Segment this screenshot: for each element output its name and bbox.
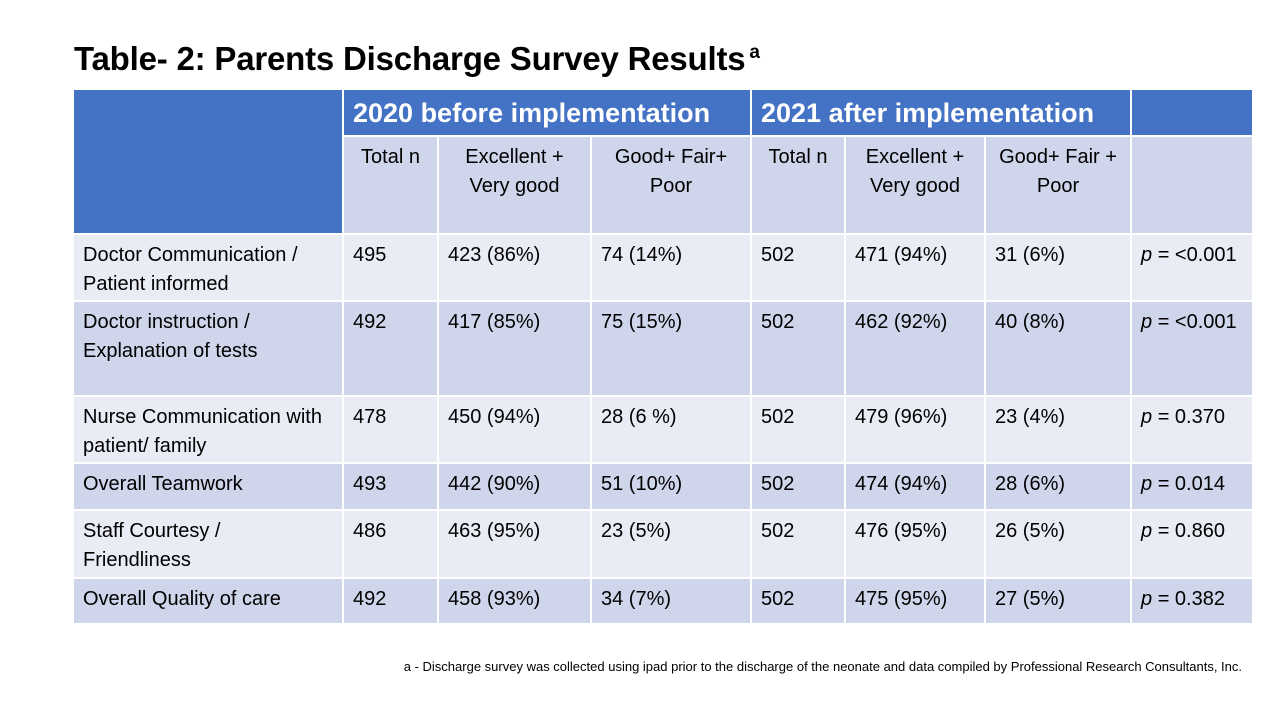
row-label: Doctor instruction / Explanation of test…	[72, 300, 344, 397]
row-label: Overall Teamwork	[72, 462, 344, 511]
table-row: Overall Teamwork 493 442 (90%) 51 (10%) …	[72, 462, 1255, 511]
cell-good-2020: 23 (5%)	[590, 509, 752, 579]
cell-good-2021: 23 (4%)	[983, 395, 1133, 464]
cell-n-2020: 486	[342, 509, 439, 579]
cell-n-2020: 478	[342, 395, 439, 464]
cell-excellent-2021: 475 (95%)	[844, 577, 986, 625]
p-value-text: = 0.860	[1152, 520, 1225, 542]
cell-pvalue: p = 0.014	[1130, 462, 1255, 511]
sub-header-2020-total: Total n	[342, 135, 439, 235]
p-value-text: = 0.382	[1152, 588, 1225, 610]
cell-excellent-2020: 442 (90%)	[437, 462, 592, 511]
p-value-text: = <0.001	[1152, 244, 1237, 266]
sub-header-2021-good: Good+ Fair + Poor	[983, 135, 1133, 235]
cell-n-2021: 502	[750, 462, 846, 511]
p-value-text: = 0.370	[1152, 406, 1225, 428]
title-text: Table- 2: Parents Discharge Survey Resul…	[74, 40, 746, 77]
cell-excellent-2021: 474 (94%)	[844, 462, 986, 511]
cell-excellent-2020: 450 (94%)	[437, 395, 592, 464]
sub-header-2021-total: Total n	[750, 135, 846, 235]
table-row: Doctor Communication / Patient informed …	[72, 233, 1255, 302]
cell-n-2021: 502	[750, 395, 846, 464]
cell-good-2020: 74 (14%)	[590, 233, 752, 302]
cell-n-2021: 502	[750, 300, 846, 397]
cell-excellent-2020: 417 (85%)	[437, 300, 592, 397]
row-label: Staff Courtesy / Friendliness	[72, 509, 344, 579]
sub-header-pvalue	[1130, 135, 1255, 235]
survey-results-table: 2020 before implementation 2021 after im…	[72, 88, 1255, 625]
sub-header-2021-excellent: Excellent + Very good	[844, 135, 986, 235]
p-symbol: p	[1141, 588, 1153, 610]
cell-pvalue: p = 0.370	[1130, 395, 1255, 464]
footnote: a - Discharge survey was collected using…	[403, 659, 1242, 674]
cell-excellent-2021: 479 (96%)	[844, 395, 986, 464]
p-value-text: = 0.014	[1152, 473, 1225, 495]
group-header-row: 2020 before implementation 2021 after im…	[72, 88, 1255, 235]
cell-excellent-2020: 463 (95%)	[437, 509, 592, 579]
header-2021: 2021 after implementation	[749, 88, 1133, 137]
p-value-text: = <0.001	[1152, 311, 1237, 333]
cell-pvalue: p = 0.382	[1130, 577, 1255, 625]
cell-excellent-2021: 476 (95%)	[844, 509, 986, 579]
cell-good-2020: 51 (10%)	[590, 462, 752, 511]
cell-good-2020: 75 (15%)	[590, 300, 752, 397]
cell-excellent-2020: 458 (93%)	[437, 577, 592, 625]
p-symbol: p	[1141, 473, 1153, 495]
row-label: Doctor Communication / Patient informed	[72, 233, 344, 302]
cell-excellent-2021: 471 (94%)	[844, 233, 986, 302]
cell-good-2021: 28 (6%)	[983, 462, 1133, 511]
cell-good-2021: 27 (5%)	[983, 577, 1133, 625]
p-symbol: p	[1141, 406, 1153, 428]
cell-n-2020: 493	[342, 462, 439, 511]
cell-good-2020: 28 (6 %)	[590, 395, 752, 464]
cell-pvalue: p = <0.001	[1130, 300, 1255, 397]
table-row: Nurse Communication with patient/ family…	[72, 395, 1255, 464]
cell-pvalue: p = <0.001	[1130, 233, 1255, 302]
cell-n-2020: 495	[342, 233, 439, 302]
table-row: Doctor instruction / Explanation of test…	[72, 300, 1255, 397]
p-symbol: p	[1141, 311, 1153, 333]
sub-header-2020-excellent: Excellent + Very good	[437, 135, 592, 235]
title-superscript: a	[749, 42, 760, 63]
sub-header-row: Total n Excellent + Very good Good+ Fair…	[73, 135, 1255, 235]
table-row: Staff Courtesy / Friendliness 486 463 (9…	[72, 509, 1255, 579]
sub-header-2020-good: Good+ Fair+ Poor	[590, 135, 752, 235]
cell-good-2020: 34 (7%)	[590, 577, 752, 625]
cell-good-2021: 40 (8%)	[983, 300, 1133, 397]
header-pvalue	[1130, 88, 1255, 137]
cell-n-2021: 502	[750, 577, 846, 625]
row-label: Nurse Communication with patient/ family	[72, 395, 344, 464]
slide-title: Table- 2: Parents Discharge Survey Resul…	[74, 40, 760, 78]
table-row: Overall Quality of care 492 458 (93%) 34…	[72, 577, 1255, 625]
cell-excellent-2021: 462 (92%)	[844, 300, 986, 397]
cell-excellent-2020: 423 (86%)	[437, 233, 592, 302]
header-2020: 2020 before implementation	[342, 88, 752, 137]
cell-good-2021: 26 (5%)	[983, 509, 1133, 579]
cell-n-2021: 502	[750, 233, 846, 302]
cell-n-2021: 502	[750, 509, 846, 579]
cell-n-2020: 492	[342, 577, 439, 625]
cell-pvalue: p = 0.860	[1130, 509, 1255, 579]
cell-good-2021: 31 (6%)	[983, 233, 1133, 302]
corner-header-cell	[72, 88, 344, 235]
row-label: Overall Quality of care	[72, 577, 344, 625]
p-symbol: p	[1141, 244, 1153, 266]
p-symbol: p	[1141, 520, 1153, 542]
cell-n-2020: 492	[342, 300, 439, 397]
